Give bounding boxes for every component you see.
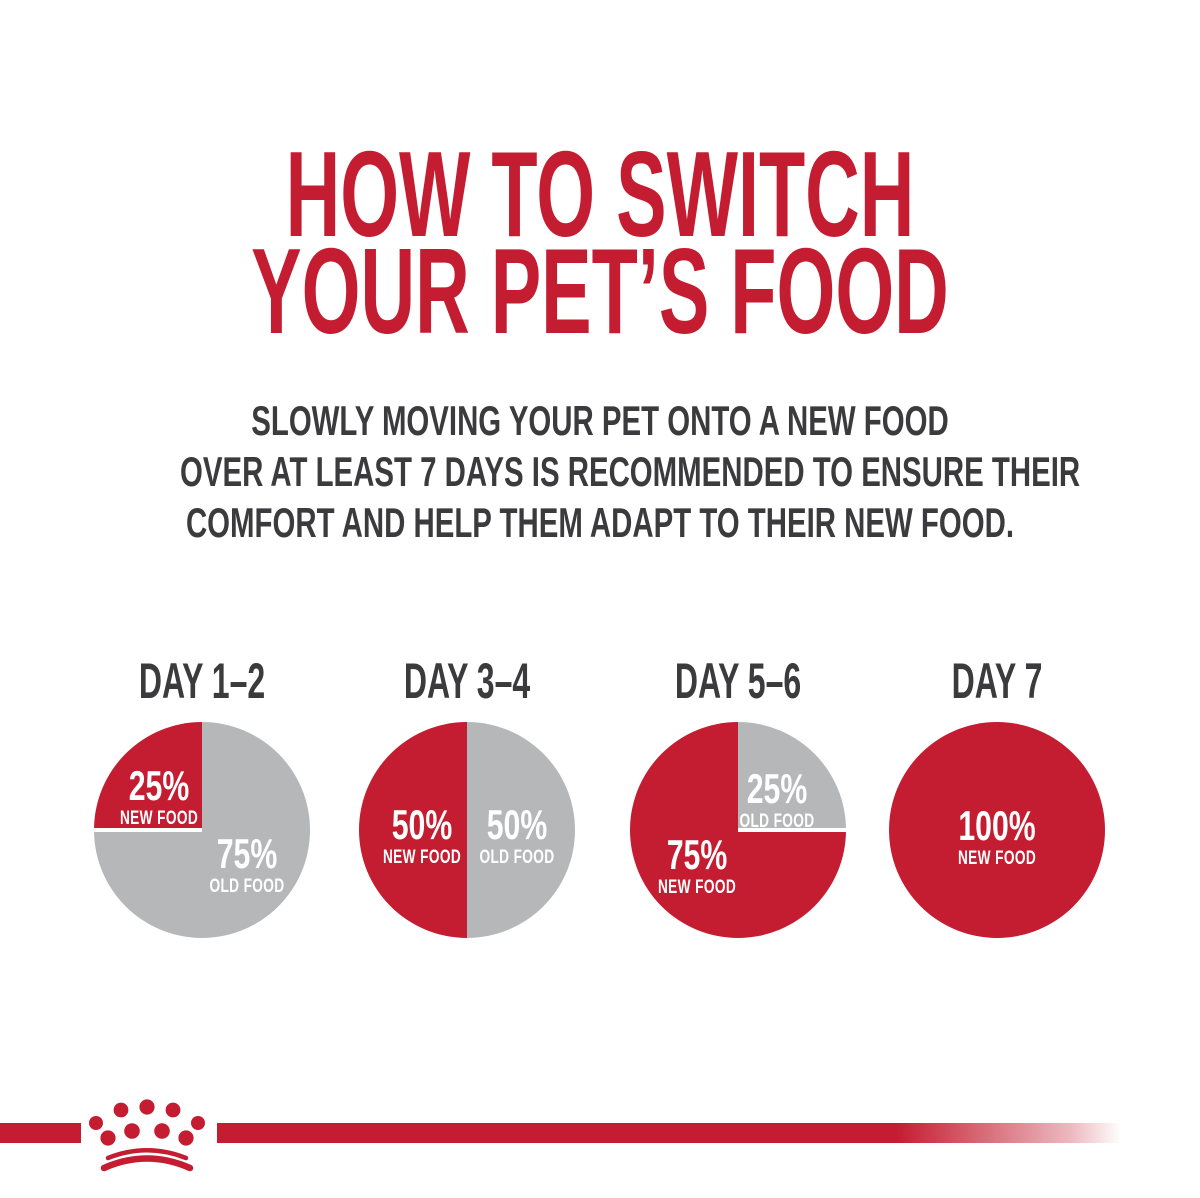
intro-line-1: SLOWLY MOVING YOUR PET ONTO A NEW FOOD [251,397,949,444]
intro-text: SLOWLY MOVING YOUR PET ONTO A NEW FOOD O… [0,395,1200,548]
pie-chart-day-5-6: 25% OLD FOOD 75% NEW FOOD [630,722,846,938]
slice-name: NEW FOOD [382,847,462,868]
day-7-section: DAY 7 100% NEW FOOD [889,656,1105,946]
day-5-6-label: DAY 5–6 [674,653,802,709]
slice-percent: 25% [128,762,190,809]
day-3-4-heading: DAY 3–4 [359,656,575,706]
intro-line-3: COMFORT AND HELP THEM ADAPT TO THEIR NEW… [185,499,1015,546]
title-line-1: HOW TO SWITCH [285,126,915,262]
day-1-2-section: DAY 1–2 25% NEW FOOD 75% OLD FOOD [94,656,310,946]
slice-name: OLD FOOD [739,811,815,832]
crown-dots [89,1099,205,1146]
title-line-2: YOUR PET’S FOOD [251,223,949,359]
brand-stripe-left [0,1123,81,1143]
slice-divider-line [738,828,846,832]
day-3-4-section: DAY 3–4 50% NEW FOOD 50% OLD FOOD [359,656,575,946]
slice-percent: 50% [486,801,548,848]
slice-percent: 75% [216,830,278,877]
pie-chart-day-7: 100% NEW FOOD [889,722,1105,938]
slice-label-old-food: 75% OLD FOOD [195,833,299,899]
day-1-2-heading: DAY 1–2 [94,656,310,706]
day-7-heading: DAY 7 [889,656,1105,706]
day-7-label: DAY 7 [951,653,1043,709]
day-3-4-label: DAY 3–4 [403,653,531,709]
page-title: HOW TO SWITCH YOUR PET’S FOOD [0,126,1200,359]
slice-label-new-food: 25% NEW FOOD [105,765,214,831]
slice-name: NEW FOOD [119,808,199,829]
intro-line-2: OVER AT LEAST 7 DAYS IS RECOMMENDED TO E… [180,448,1081,495]
day-5-6-heading: DAY 5–6 [630,656,846,706]
slice-percent: 25% [746,765,808,812]
slice-name: OLD FOOD [479,847,555,868]
slice-name: NEW FOOD [657,877,737,898]
day-5-6-section: DAY 5–6 25% OLD FOOD 75% NEW FOOD [630,656,846,946]
pie-chart-day-3-4: 50% NEW FOOD 50% OLD FOOD [359,722,575,938]
brand-stripe-right [217,1123,1200,1143]
royal-canin-crown-logo [89,1099,205,1172]
slice-name: OLD FOOD [209,876,285,897]
slice-percent: 100% [958,802,1036,849]
pie-chart-day-1-2: 25% NEW FOOD 75% OLD FOOD [94,722,310,938]
slice-label-old-food: 25% OLD FOOD [725,768,829,834]
slice-percent: 50% [391,801,453,848]
slice-name: NEW FOOD [957,848,1037,869]
slice-label-old-food: 50% OLD FOOD [465,804,569,870]
slice-label-new-food: 100% NEW FOOD [943,805,1052,871]
slice-divider-line [94,828,202,832]
slice-label-new-food: 50% NEW FOOD [368,804,477,870]
slice-label-new-food: 75% NEW FOOD [643,834,752,900]
crown-base-arcs [100,1148,194,1172]
slice-percent: 75% [666,831,728,878]
day-1-2-label: DAY 1–2 [138,653,266,709]
